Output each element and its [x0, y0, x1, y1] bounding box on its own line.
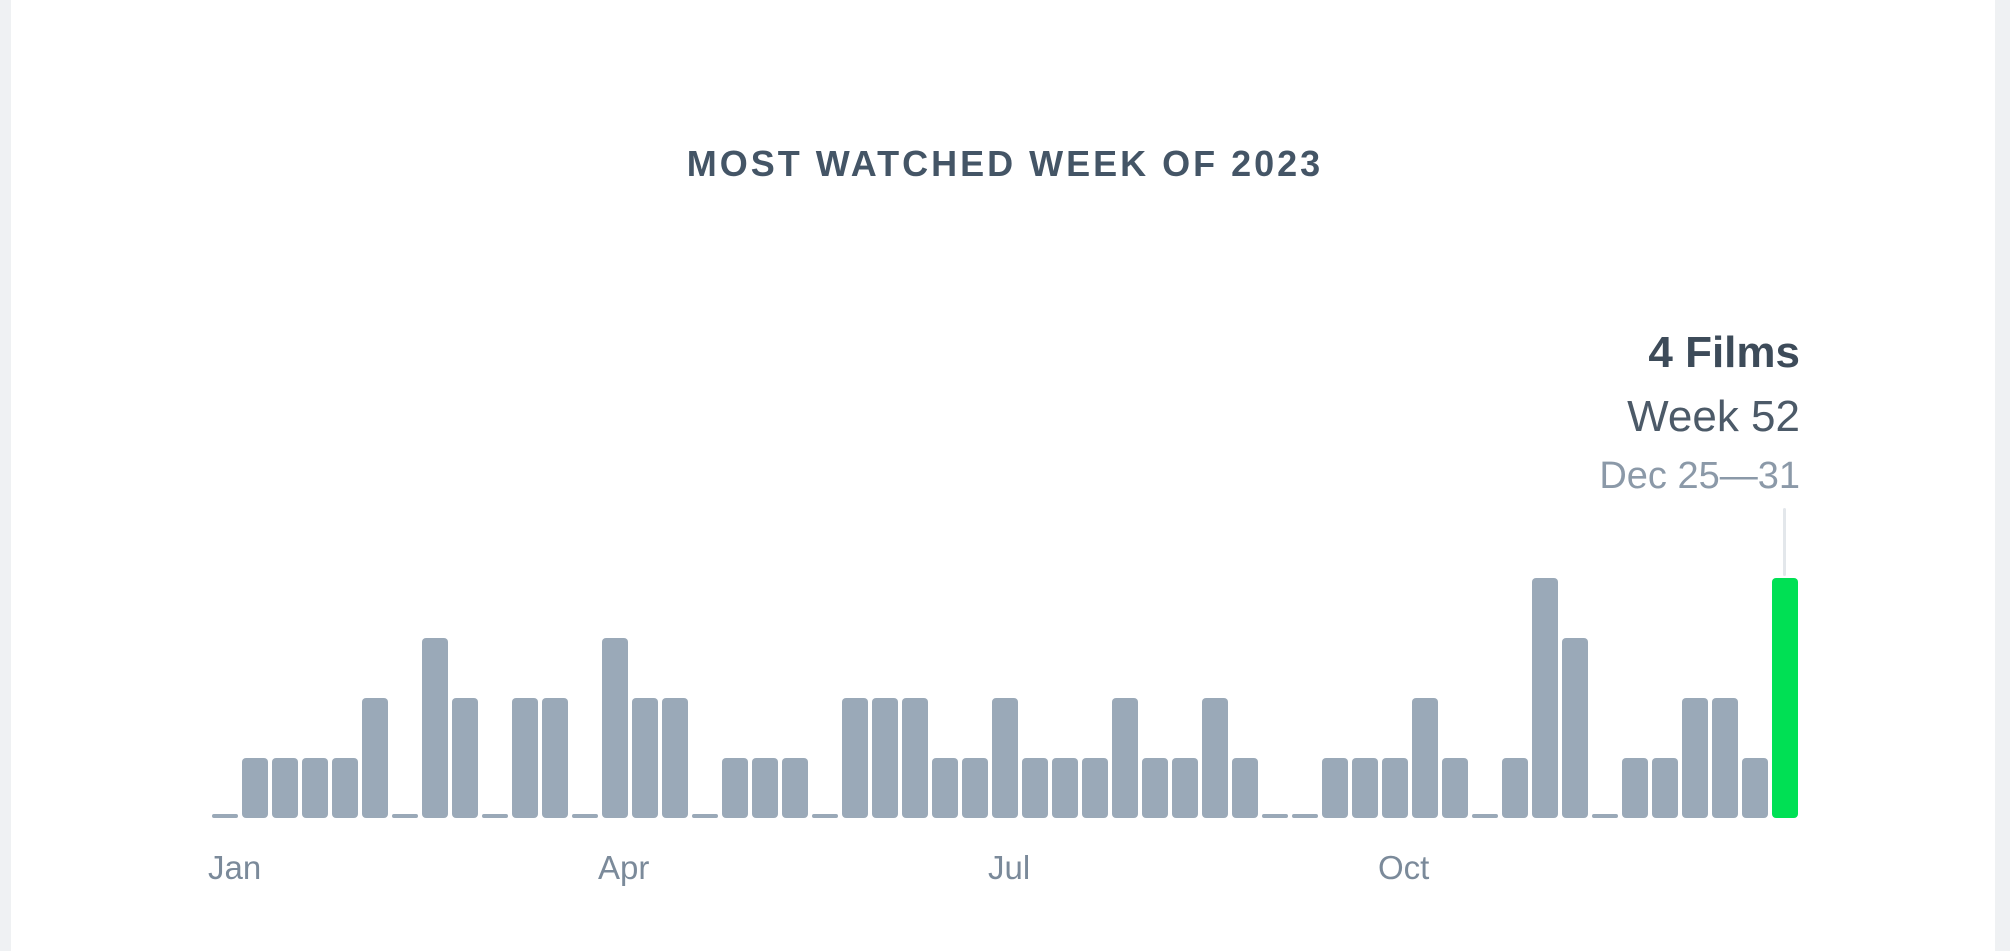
week-bar[interactable]: [392, 814, 418, 818]
highlight-films-label: 4 Films: [1648, 328, 1800, 377]
week-bar[interactable]: [812, 814, 838, 818]
week-bar[interactable]: [272, 758, 298, 818]
week-bar[interactable]: [1142, 758, 1168, 818]
month-label-apr: Apr: [598, 849, 650, 886]
week-bar[interactable]: [1562, 638, 1588, 818]
week-bar[interactable]: [302, 758, 328, 818]
week-bar[interactable]: [482, 814, 508, 818]
week-bar[interactable]: [1442, 758, 1468, 818]
week-bar[interactable]: [1262, 814, 1288, 818]
week-bar[interactable]: [572, 814, 598, 818]
highlight-dates-label: Dec 25—31: [1599, 455, 1800, 497]
month-label-jul: Jul: [988, 849, 1031, 886]
week-bar[interactable]: [842, 698, 868, 818]
week-bar[interactable]: [422, 638, 448, 818]
chart-title: MOST WATCHED WEEK OF 2023: [686, 143, 1324, 184]
week-bar[interactable]: [932, 758, 958, 818]
week-bar[interactable]: [1022, 758, 1048, 818]
week-bar[interactable]: [1622, 758, 1648, 818]
week-bar[interactable]: [1232, 758, 1258, 818]
week-bar[interactable]: [722, 758, 748, 818]
week-bar[interactable]: [872, 698, 898, 818]
week-bar[interactable]: [752, 758, 778, 818]
week-bar[interactable]: [1052, 758, 1078, 818]
week-bar[interactable]: [1502, 758, 1528, 818]
week-bar[interactable]: [902, 698, 928, 818]
week-bar[interactable]: [1652, 758, 1678, 818]
week-bar[interactable]: [692, 814, 718, 818]
week-bar[interactable]: [362, 698, 388, 818]
week-bar[interactable]: [242, 758, 268, 818]
highlight-annotation: 4 Films Week 52 Dec 25—31: [1599, 328, 1800, 498]
week-bar[interactable]: [212, 814, 238, 818]
week-bar[interactable]: [1472, 814, 1498, 818]
week-bar[interactable]: [992, 698, 1018, 818]
week-bar[interactable]: [512, 698, 538, 818]
week-bar[interactable]: [1322, 758, 1348, 818]
week-bar[interactable]: [962, 758, 988, 818]
month-label-jan: Jan: [208, 849, 262, 886]
month-label-oct: Oct: [1378, 849, 1430, 886]
week-bar[interactable]: [1742, 758, 1768, 818]
week-bar[interactable]: [602, 638, 628, 818]
week-bar[interactable]: [1202, 698, 1228, 818]
scrollbar-track[interactable]: [1995, 0, 2010, 951]
week-bar[interactable]: [1382, 758, 1408, 818]
week-bar[interactable]: [542, 698, 568, 818]
page-gutter-left: [0, 0, 11, 951]
week-bar[interactable]: [1592, 814, 1618, 818]
week-bar[interactable]: [662, 698, 688, 818]
week-bar[interactable]: [332, 758, 358, 818]
week-bar[interactable]: [452, 698, 478, 818]
week-bar[interactable]: [1532, 578, 1558, 818]
week-bar[interactable]: [1082, 758, 1108, 818]
annotation-connector-line: [1783, 508, 1786, 576]
week-bar[interactable]: [1712, 698, 1738, 818]
week-bar[interactable]: [1352, 758, 1378, 818]
week-bar[interactable]: [1682, 698, 1708, 818]
week-bar[interactable]: [782, 758, 808, 818]
week-bar[interactable]: [1292, 814, 1318, 818]
highlighted-week-bar[interactable]: [1772, 578, 1798, 818]
week-bar[interactable]: [1172, 758, 1198, 818]
highlight-week-label: Week 52: [1627, 392, 1800, 441]
week-bar[interactable]: [632, 698, 658, 818]
week-bar[interactable]: [1112, 698, 1138, 818]
week-bar[interactable]: [1412, 698, 1438, 818]
